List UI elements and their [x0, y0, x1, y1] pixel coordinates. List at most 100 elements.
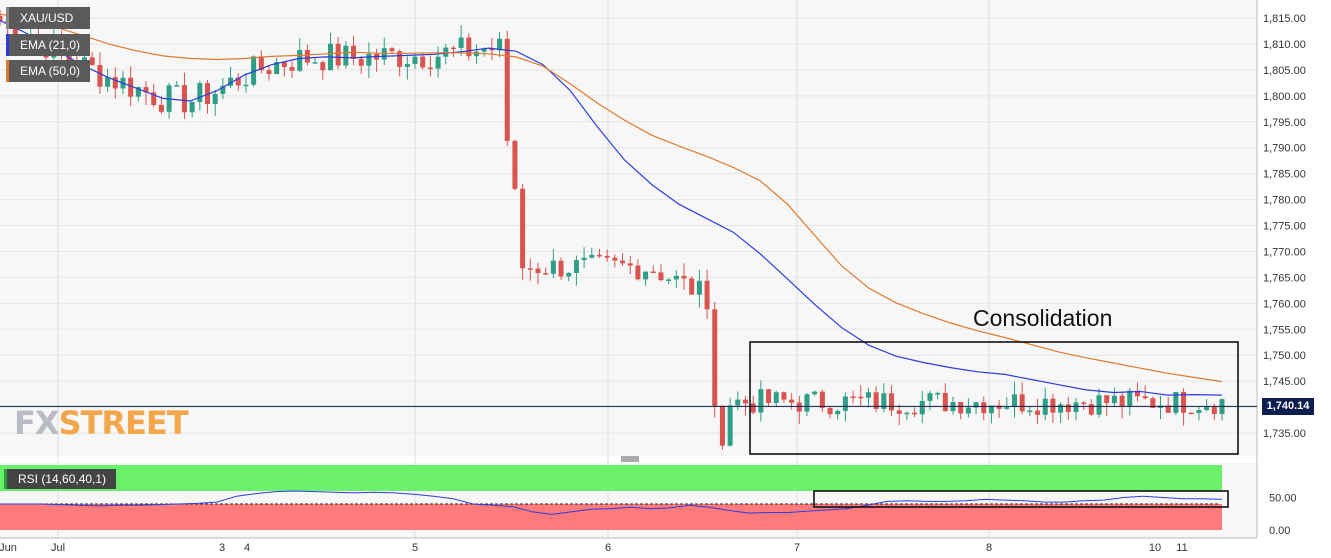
candle-bearish [558, 260, 564, 277]
candle-bearish [889, 393, 895, 411]
candle-bearish [1165, 405, 1171, 413]
price-tick-label: 1,795.00 [1263, 117, 1306, 129]
price-tick-label: 1,765.00 [1263, 272, 1306, 284]
candle-bearish [1211, 406, 1217, 415]
candle-bearish [658, 272, 664, 281]
candle-bullish [1111, 395, 1117, 404]
candle-bearish [489, 48, 495, 51]
candle-bullish [1073, 402, 1079, 413]
candle-bearish [781, 392, 787, 400]
candle-bullish [865, 392, 871, 398]
candle-bearish [689, 278, 695, 295]
candle-bullish [1196, 410, 1202, 414]
rsi-panel: 50.00 0.00 [0, 465, 1297, 537]
candlesticks [0, 10, 1225, 450]
candle-bearish [281, 62, 287, 68]
candle-bearish [520, 188, 526, 269]
candle-bearish [1188, 412, 1194, 415]
time-tick-label: 7 [794, 542, 800, 554]
price-tick-label: 1,770.00 [1263, 246, 1306, 258]
candle-bearish [750, 403, 756, 413]
candle-bullish [135, 87, 141, 97]
candle-bullish [965, 407, 971, 414]
candle-bearish [158, 104, 164, 112]
price-tick-label: 1,775.00 [1263, 221, 1306, 233]
candle-bearish [112, 77, 118, 89]
candle-bearish [620, 260, 626, 264]
candle-bearish [796, 402, 802, 412]
candle-bearish [1134, 390, 1140, 397]
candle-bearish [0, 15, 3, 21]
rsi-line [0, 490, 1223, 515]
candle-bearish [289, 67, 295, 71]
time-tick-label: 6 [605, 542, 611, 554]
fxstreet-watermark: FXSTREET [14, 404, 189, 442]
candle-bearish [512, 140, 518, 189]
ema-lines [0, 13, 1223, 396]
candle-bullish [1004, 407, 1010, 409]
candle-bearish [258, 56, 264, 71]
candle-bearish [358, 58, 364, 66]
candle-bearish [535, 268, 541, 274]
price-tick-label: 1,815.00 [1263, 13, 1306, 25]
candle-bullish [758, 389, 764, 413]
time-tick-label: 3 [219, 542, 225, 554]
candle-bullish [842, 396, 848, 411]
candle-bullish [274, 62, 280, 74]
candle-bearish [527, 268, 533, 270]
candle-bearish [873, 392, 879, 409]
candle-bullish [381, 48, 387, 60]
candle-bearish [789, 399, 795, 403]
candle-bearish [1088, 404, 1094, 415]
candle-bearish [1050, 398, 1056, 413]
candle-bearish [12, 22, 18, 40]
candle-bullish [696, 280, 702, 295]
candle-bullish [666, 279, 672, 281]
candle-bullish [643, 271, 649, 280]
candle-bullish [189, 101, 195, 113]
candle-bullish [773, 392, 779, 404]
candle-bullish [404, 63, 410, 67]
candle-bearish [996, 405, 1002, 409]
candle-bullish [935, 392, 941, 395]
candle-bearish [596, 254, 602, 257]
candle-bearish [742, 399, 748, 404]
rsi-tick-label: 0.00 [1269, 525, 1290, 537]
candle-bearish [1065, 404, 1071, 413]
candle-bullish [1011, 394, 1017, 408]
symbol-label[interactable]: XAU/USD [6, 7, 90, 29]
candle-bearish [389, 48, 395, 52]
rsi-tick-label: 50.00 [1269, 493, 1297, 505]
candle-bearish [650, 271, 656, 274]
time-tick-label: 4 [244, 542, 250, 554]
rsi-consolidation-box [813, 490, 1229, 508]
ema50-legend[interactable]: EMA (50,0) [6, 60, 91, 82]
rsi-legend[interactable]: RSI (14,60,40,1) [4, 469, 117, 489]
candle-bullish [212, 93, 218, 105]
ema21-legend[interactable]: EMA (21,0) [6, 34, 91, 56]
candle-bearish [97, 64, 103, 87]
candle-bullish [1204, 406, 1210, 411]
candle-bearish [819, 391, 825, 408]
candle-bullish [973, 402, 979, 408]
candle-bearish [128, 77, 134, 97]
candle-bearish [681, 275, 687, 279]
candle-bearish [712, 309, 718, 406]
price-tick-label: 1,810.00 [1263, 39, 1306, 51]
price-tick-label: 1,785.00 [1263, 169, 1306, 181]
consolidation-box [749, 341, 1239, 455]
candle-bearish [604, 255, 610, 258]
panel-resize-handle[interactable] [621, 456, 639, 462]
price-tick-label: 1,790.00 [1263, 143, 1306, 155]
grid [0, 0, 1257, 538]
candle-bullish [1027, 410, 1033, 413]
candle-bullish [881, 393, 887, 409]
candle-bullish [735, 399, 741, 406]
candle-bullish [988, 405, 994, 414]
candle-bullish [566, 272, 572, 277]
candle-bearish [335, 43, 341, 66]
candle-bullish [835, 410, 841, 415]
price-tick-label: 1,780.00 [1263, 195, 1306, 207]
candle-bullish [1096, 395, 1102, 415]
